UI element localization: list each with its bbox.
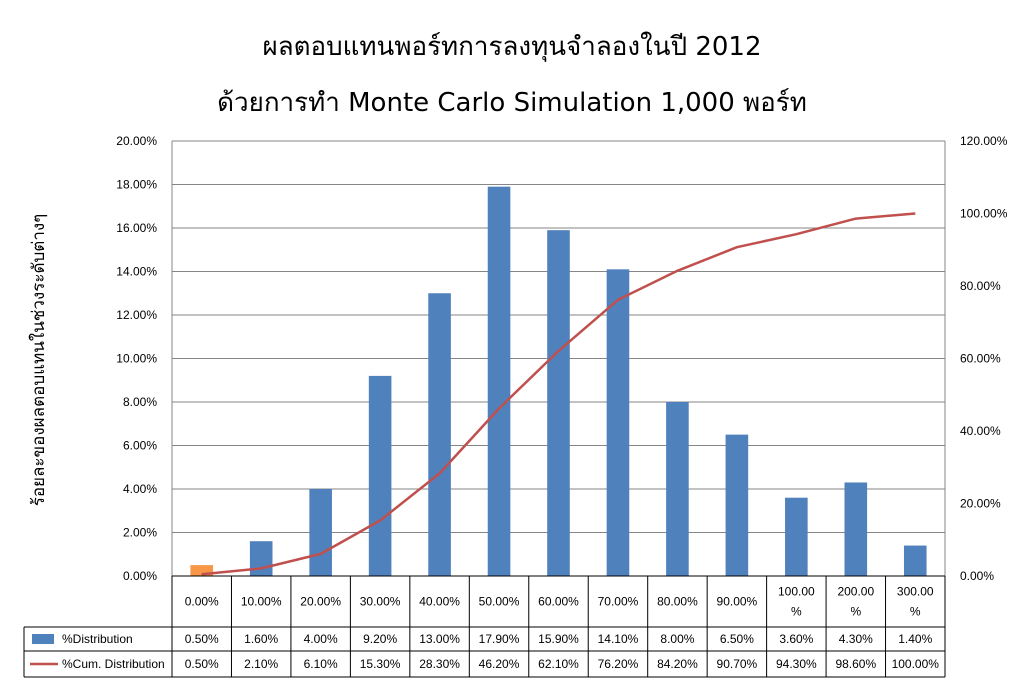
category-label: 40.00% [419, 595, 460, 609]
data-value: 62.10% [538, 657, 579, 671]
bar [785, 497, 808, 576]
y-left-tick-label: 4.00% [123, 482, 157, 496]
category-label: 50.00% [479, 595, 520, 609]
data-value: 76.20% [598, 657, 639, 671]
data-value: 15.90% [538, 632, 579, 646]
category-label: 60.00% [538, 595, 579, 609]
data-value: 15.30% [360, 657, 401, 671]
data-value: 3.60% [779, 632, 813, 646]
category-label: 80.00% [657, 595, 698, 609]
y-right-tick-label: 100.00% [960, 207, 1008, 221]
bar [487, 186, 511, 577]
data-value: 4.30% [839, 632, 873, 646]
data-value: 1.60% [244, 632, 278, 646]
data-value: 84.20% [657, 657, 698, 671]
y-right-tick-label: 20.00% [960, 497, 1001, 511]
data-value: 90.70% [717, 657, 758, 671]
y-left-tick-label: 0.00% [123, 569, 157, 583]
category-label: % [910, 605, 921, 619]
data-table: 0.00% 10.00% 20.00% 30.00% 40.00% 50.00% 60.00… [23, 575, 946, 678]
bar [547, 230, 570, 577]
y-left-tick-label: 16.00% [116, 221, 157, 235]
data-value: 28.30% [419, 657, 460, 671]
chart-subtitle: ด้วยการทำ Monte Carlo Simulation 1,000 พ… [217, 88, 807, 118]
y-left-tick-label: 8.00% [123, 395, 157, 409]
data-value: 13.00% [419, 632, 460, 646]
data-value: 8.00% [660, 632, 694, 646]
category-label: 70.00% [598, 595, 639, 609]
data-value: 6.10% [304, 657, 338, 671]
y-right-tick-label: 0.00% [960, 569, 994, 583]
data-value: 4.00% [304, 632, 338, 646]
y-right-tick-label: 40.00% [960, 424, 1001, 438]
y-right-tick-label: 80.00% [960, 279, 1001, 293]
data-value: 94.30% [776, 657, 817, 671]
bar [844, 482, 868, 576]
bar [428, 293, 451, 576]
y-axis-label: ร้อยละของผลตอบแทนในช่วงระดับต่างๆ [28, 214, 49, 507]
category-label: 0.00% [185, 595, 219, 609]
data-value: 6.50% [720, 632, 754, 646]
data-value: 0.50% [185, 657, 219, 671]
y-right-tick-label: 60.00% [960, 352, 1001, 366]
data-value: 0.50% [185, 632, 219, 646]
axes: 0.00% 2.00% 4.00% 6.00% 8.00% 10.00% 12.00% 14.… [116, 134, 1007, 583]
data-value: 1.40% [898, 632, 932, 646]
y-left-tick-label: 18.00% [116, 178, 157, 192]
category-label: 200.00 [837, 585, 874, 599]
category-label: 20.00% [300, 595, 341, 609]
line-series [201, 212, 916, 576]
legend-series-name: %Distribution [62, 632, 133, 646]
bar [309, 489, 332, 576]
category-label: 30.00% [360, 595, 401, 609]
bar [666, 402, 689, 576]
bar [190, 565, 214, 576]
category-label: % [791, 605, 802, 619]
data-value: 100.00% [892, 657, 940, 671]
legend-series-name: %Cum. Distribution [62, 657, 165, 671]
y-left-tick-label: 6.00% [123, 439, 157, 453]
category-label: % [850, 605, 861, 619]
y-left-tick-label: 14.00% [116, 265, 157, 279]
data-value: 98.60% [835, 657, 876, 671]
category-label: 300.00 [897, 585, 934, 599]
bar-series [190, 186, 927, 577]
cumulative-line [201, 212, 916, 576]
y-left-tick-label: 20.00% [116, 134, 157, 148]
bar [249, 541, 273, 576]
data-value: 14.10% [598, 632, 639, 646]
data-value: 9.20% [363, 632, 397, 646]
chart-title: ผลตอบแทนพอร์ทการลงทุนจำลองในปี 2012 [262, 32, 762, 62]
category-label: 100.00 [778, 585, 815, 599]
y-left-tick-label: 10.00% [116, 352, 157, 366]
bar [606, 269, 630, 576]
data-value: 46.20% [479, 657, 520, 671]
category-label: 90.00% [717, 595, 758, 609]
legend-bar-key [32, 634, 54, 644]
bar [725, 434, 749, 576]
data-value: 17.90% [479, 632, 520, 646]
y-left-tick-label: 12.00% [116, 308, 157, 322]
bar [368, 375, 392, 576]
category-label: 10.00% [241, 595, 282, 609]
data-value: 2.10% [244, 657, 278, 671]
y-left-tick-label: 2.00% [123, 526, 157, 540]
y-right-tick-label: 120.00% [960, 134, 1008, 148]
bar [903, 545, 927, 576]
